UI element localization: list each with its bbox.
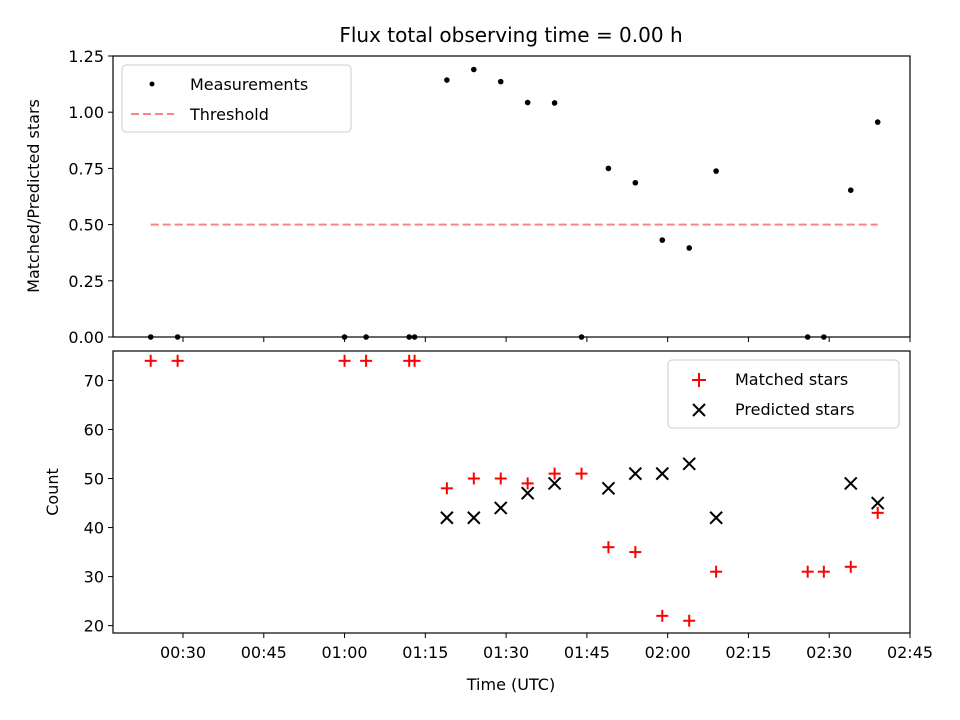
predicted-stars-point: [655, 466, 669, 481]
matched-stars-point: [801, 565, 814, 578]
x-tick-label: 02:15: [725, 643, 771, 662]
x-tick-label: 01:30: [483, 643, 529, 662]
matched-stars-point: [408, 354, 421, 367]
measurement-point: [605, 165, 612, 172]
bottom-legend-box: [667, 359, 900, 429]
measurement-point: [874, 119, 881, 125]
measurement-point: [686, 245, 693, 251]
measurement-point: [659, 237, 666, 243]
x-tick-label: 02:00: [645, 643, 691, 662]
top-y-axis-label: Matched/Predicted stars: [24, 99, 43, 293]
matched-stars-point: [171, 354, 184, 367]
legend-measurements-label: Measurements: [190, 75, 308, 94]
matched-stars-point: [844, 560, 857, 573]
predicted-stars-point: [520, 486, 535, 500]
y-tick-label: 0.00: [68, 328, 104, 347]
y-tick-label: 0.50: [68, 216, 104, 235]
matched-stars-point: [467, 472, 480, 485]
predicted-stars-point: [844, 476, 858, 491]
top-series: [147, 66, 881, 340]
y-tick-label: 1.25: [68, 47, 104, 66]
bottom-plot-frame: [112, 350, 911, 634]
predicted-stars-point: [467, 511, 481, 525]
y-tick-label: 0.75: [68, 159, 104, 178]
measurement-point: [713, 168, 719, 174]
top-y-ticks: 0.00 0.25 0.50 0.75 1.00 1.25: [68, 47, 113, 347]
matched-stars-point: [548, 467, 561, 480]
x-tick-label: 02:30: [806, 643, 852, 662]
matched-stars-point: [338, 354, 351, 367]
legend-measurements-marker: [149, 81, 155, 87]
legend-matched-marker: [692, 373, 706, 387]
matched-stars-point: [494, 472, 507, 485]
matched-stars-point: [521, 477, 534, 490]
bottom-y-axis-label: Count: [43, 468, 62, 516]
x-tick-label: 01:00: [322, 643, 368, 662]
measurement-point: [444, 77, 450, 83]
matched-stars-point: [440, 482, 453, 495]
y-tick-label: 0.25: [68, 272, 104, 291]
matched-stars-point: [602, 541, 615, 554]
predicted-stars-point: [682, 457, 696, 471]
matched-stars-point: [871, 506, 884, 519]
x-tick-label: 00:30: [160, 643, 206, 662]
legend-predicted-label: Predicted stars: [735, 400, 855, 419]
top-plot-frame: [112, 55, 911, 338]
y-tick-label: 40: [84, 519, 104, 538]
legend-matched-label: Matched stars: [735, 370, 848, 389]
predicted-stars-point: [628, 466, 643, 481]
matched-stars-point: [656, 609, 669, 622]
bottom-series: [144, 354, 885, 627]
measurement-point: [471, 66, 477, 73]
top-legend-box: [121, 64, 352, 133]
top-legend: Measurements Threshold: [121, 64, 352, 133]
measurement-point: [632, 179, 639, 186]
matched-stars-point: [575, 467, 588, 480]
x-tick-label: 00:45: [241, 643, 287, 662]
matched-stars-point: [710, 565, 723, 578]
measurement-point: [497, 78, 504, 85]
measurement-point: [524, 99, 531, 106]
measurement-point: [551, 100, 558, 106]
y-tick-label: 70: [84, 371, 104, 390]
y-tick-label: 50: [84, 470, 104, 489]
y-tick-label: 60: [84, 420, 104, 439]
matched-stars-point: [817, 565, 830, 578]
predicted-stars-point: [547, 476, 562, 491]
predicted-stars-point: [440, 511, 454, 525]
bottom-y-ticks: 20 30 40 50 60 70: [84, 371, 113, 636]
bottom-x-ticks: 00:30 00:45 01:00 01:15 01:30 01:45 02:00 02:15…: [160, 633, 933, 662]
matched-stars-point: [144, 354, 157, 367]
matched-stars-point: [629, 546, 642, 559]
matched-stars-point: [360, 354, 373, 367]
predicted-stars-point: [709, 511, 723, 525]
matched-stars-point: [683, 614, 696, 627]
top-panel: Matched/Predicted stars 0.00 0.25 0.50 0.75…: [24, 47, 911, 347]
y-tick-label: 30: [84, 568, 104, 587]
legend-threshold-label: Threshold: [189, 105, 269, 124]
bottom-panel: Count Time (UTC) 20 30 40 50 60 70 00:30 00:45…: [43, 350, 933, 694]
chart-title: Flux total observing time = 0.00 h: [339, 23, 682, 47]
x-tick-label: 02:45: [887, 643, 933, 662]
legend-predicted-marker: [692, 403, 706, 417]
predicted-stars-point: [601, 481, 616, 496]
x-tick-label: 01:15: [402, 643, 448, 662]
x-tick-label: 01:45: [564, 643, 610, 662]
x-axis-label: Time (UTC): [466, 675, 555, 694]
measurement-point: [847, 187, 854, 194]
predicted-stars-point: [494, 501, 508, 515]
y-tick-label: 20: [84, 617, 104, 636]
bottom-legend: Matched stars Predicted stars: [667, 359, 900, 429]
predicted-stars-point: [870, 496, 885, 510]
y-tick-label: 1.00: [68, 103, 104, 122]
